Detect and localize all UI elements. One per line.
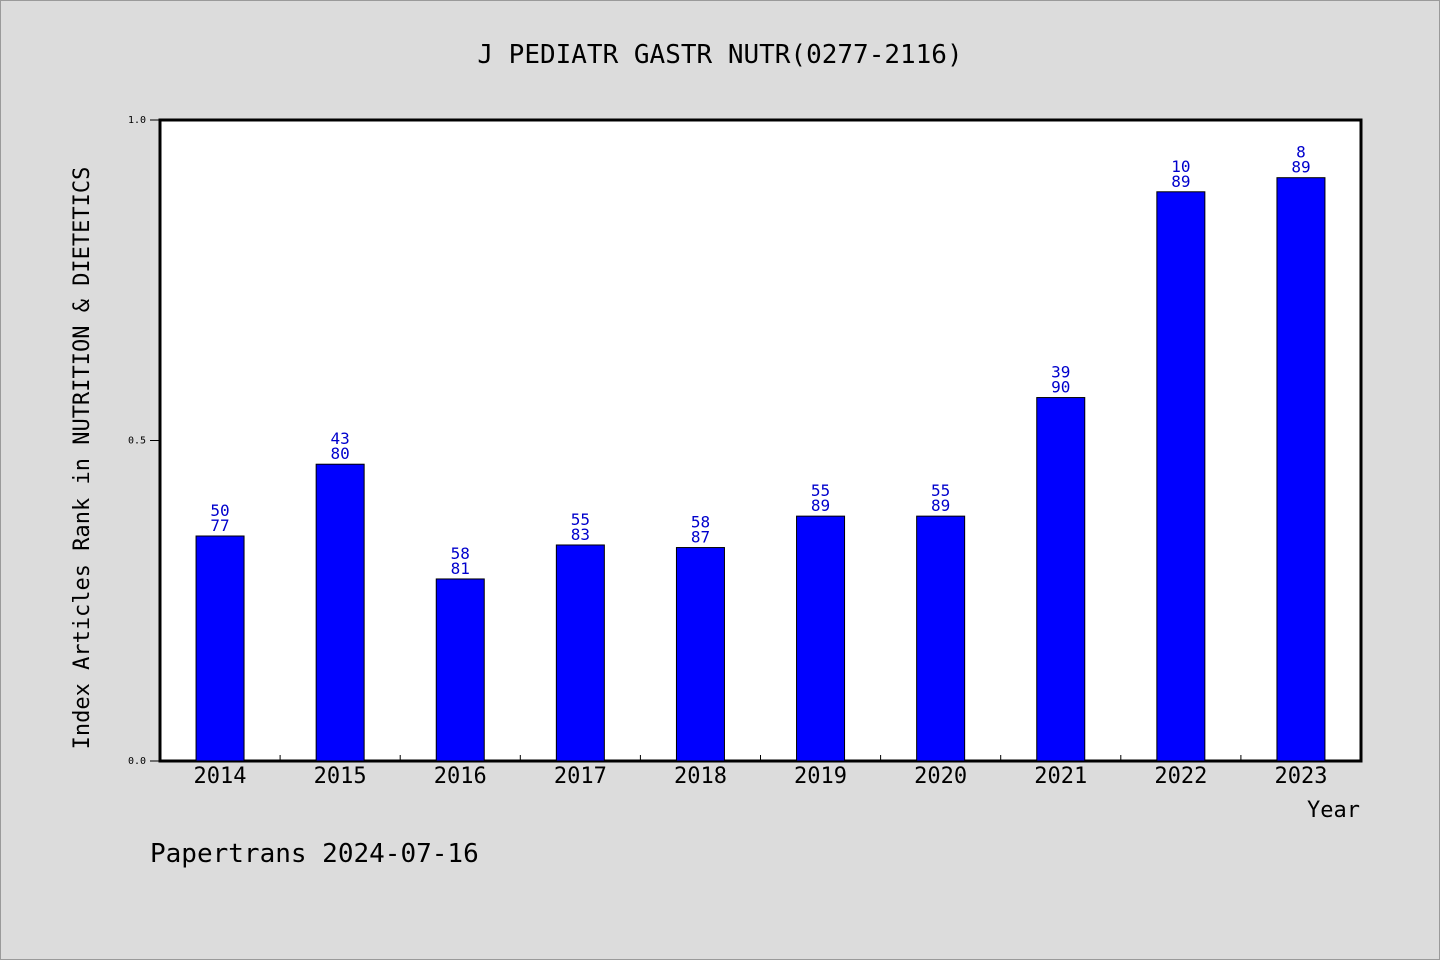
x-tick-label: 2022 (1154, 764, 1207, 789)
bar-2020 (916, 515, 966, 762)
bar-2022 (1156, 191, 1206, 762)
total-label: 83 (571, 525, 590, 544)
x-tick-label: 2015 (314, 764, 367, 789)
bar-2017 (555, 544, 605, 762)
y-axis-label: Index Articles Rank in NUTRITION & DIETE… (70, 167, 95, 750)
total-label: 81 (451, 559, 470, 578)
y-axis: 0.0 0.5 1.0 (128, 115, 160, 767)
total-label: 89 (931, 496, 950, 515)
bar-2018 (675, 547, 725, 762)
total-label: 90 (1051, 378, 1070, 397)
total-label: 89 (1171, 172, 1190, 191)
y-tick-label: 0.5 (128, 436, 146, 447)
x-axis: 2014 2015 2016 2017 2018 2019 2020 2021 2022 2023 (194, 755, 1327, 789)
rank-label: 43 (331, 429, 350, 448)
bar-2015 (315, 463, 365, 762)
rank-label: 58 (451, 544, 470, 563)
rank-label: 55 (931, 481, 950, 500)
chart-title: J PEDIATR GASTR NUTR(0277-2116) (477, 40, 962, 70)
y-tick-label: 0.0 (128, 756, 146, 767)
total-label: 77 (210, 516, 229, 535)
bar-2014 (195, 535, 245, 762)
rank-label: 55 (811, 481, 830, 500)
rank-label: 10 (1171, 157, 1190, 176)
bar-2016 (435, 578, 485, 762)
bar-2021 (1036, 397, 1086, 762)
rank-label: 8 (1296, 143, 1306, 162)
total-label: 87 (691, 528, 710, 547)
y-tick-label: 1.0 (128, 115, 146, 126)
total-label: 89 (811, 496, 830, 515)
rank-label: 50 (210, 501, 229, 520)
rank-label: 55 (571, 510, 590, 529)
bars (195, 177, 1326, 762)
rank-label: 58 (691, 513, 710, 532)
bar-2023 (1276, 177, 1326, 762)
rank-label: 39 (1051, 363, 1070, 382)
total-label: 89 (1291, 158, 1310, 177)
x-tick-label: 2021 (1034, 764, 1087, 789)
total-label: 80 (331, 444, 350, 463)
x-axis-label: Year (1307, 798, 1360, 823)
x-tick-label: 2016 (434, 764, 487, 789)
bar-2019 (796, 515, 846, 762)
x-tick-label: 2019 (794, 764, 847, 789)
x-tick-label: 2014 (194, 764, 247, 789)
footer-credit: Papertrans 2024-07-16 (150, 839, 479, 869)
x-tick-label: 2020 (914, 764, 967, 789)
x-tick-label: 2023 (1274, 764, 1327, 789)
x-tick-label: 2018 (674, 764, 727, 789)
x-tick-label: 2017 (554, 764, 607, 789)
